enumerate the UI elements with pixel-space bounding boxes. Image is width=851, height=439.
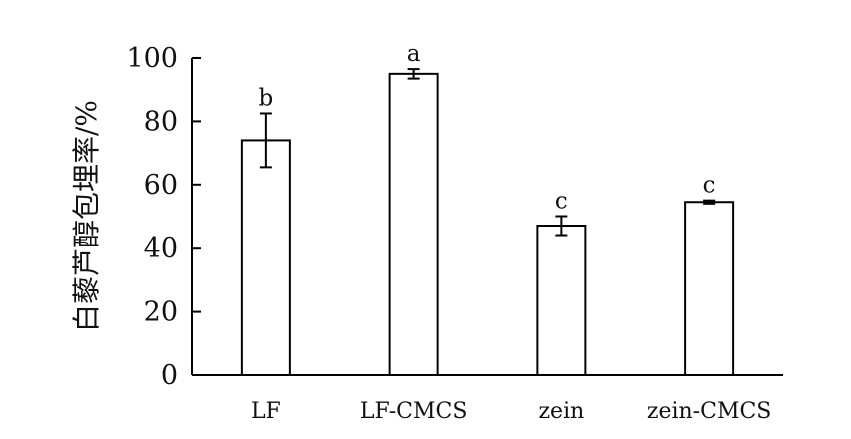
y-tick-label: 60 xyxy=(144,170,178,201)
significance-letters: b a c c xyxy=(259,41,716,214)
error-bar xyxy=(259,112,272,169)
error-bar xyxy=(407,68,420,80)
y-tick-label: 40 xyxy=(144,233,178,264)
y-tick-label: 20 xyxy=(144,297,178,328)
y-tick-label: 100 xyxy=(126,43,178,74)
x-tick-label: LF-CMCS xyxy=(360,399,468,424)
significance-letter: b xyxy=(259,85,274,111)
y-axis-title: 白藜芦醇包埋率/% xyxy=(70,100,103,332)
significance-letter: c xyxy=(703,173,716,199)
error-bar xyxy=(555,215,568,237)
y-tick-label: 0 xyxy=(161,360,178,391)
x-tick-label: zein-CMCS xyxy=(647,399,772,424)
error-bar xyxy=(703,199,716,205)
bars xyxy=(240,72,735,376)
significance-letter: c xyxy=(555,189,568,215)
y-tick-label: 80 xyxy=(144,106,178,137)
x-axis-labels: LF LF-CMCS zein zein-CMCS xyxy=(251,399,771,424)
bar xyxy=(388,72,439,376)
x-tick-label: zein xyxy=(538,399,584,424)
x-tick-label: LF xyxy=(251,399,281,424)
significance-letter: a xyxy=(407,41,421,67)
bar xyxy=(536,225,587,376)
error-bars xyxy=(259,68,716,237)
bar xyxy=(684,201,735,376)
bar xyxy=(240,139,291,376)
